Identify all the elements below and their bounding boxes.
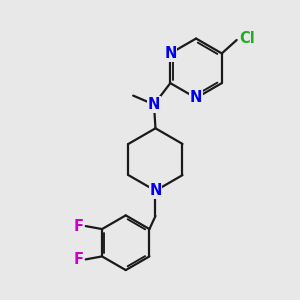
Text: Cl: Cl bbox=[239, 31, 254, 46]
Text: N: N bbox=[149, 183, 162, 198]
Text: N: N bbox=[190, 91, 202, 106]
Text: F: F bbox=[73, 252, 83, 267]
Text: N: N bbox=[148, 97, 160, 112]
Text: F: F bbox=[73, 219, 83, 234]
Text: N: N bbox=[164, 46, 176, 61]
